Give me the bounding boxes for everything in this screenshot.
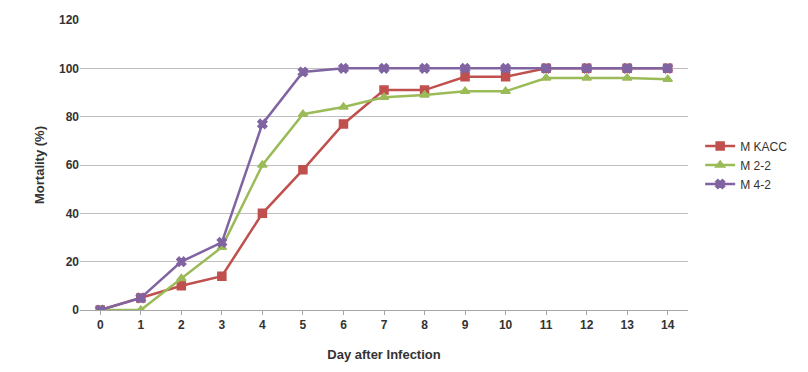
svg-text:80: 80 bbox=[66, 110, 80, 124]
svg-text:2: 2 bbox=[178, 318, 185, 332]
svg-text:120: 120 bbox=[59, 13, 79, 27]
svg-text:40: 40 bbox=[66, 207, 80, 221]
svg-text:5: 5 bbox=[300, 318, 307, 332]
svg-text:3: 3 bbox=[219, 318, 226, 332]
svg-text:8: 8 bbox=[421, 318, 428, 332]
svg-text:100: 100 bbox=[59, 62, 79, 76]
svg-text:12: 12 bbox=[580, 318, 594, 332]
svg-text:0: 0 bbox=[72, 303, 79, 317]
svg-text:13: 13 bbox=[621, 318, 635, 332]
svg-text:7: 7 bbox=[381, 318, 388, 332]
svg-text:Day after Infection: Day after Infection bbox=[327, 347, 440, 362]
svg-text:14: 14 bbox=[661, 318, 675, 332]
svg-text:M 2-2: M 2-2 bbox=[740, 159, 771, 173]
svg-text:4: 4 bbox=[259, 318, 266, 332]
svg-text:11: 11 bbox=[540, 318, 553, 332]
svg-text:9: 9 bbox=[462, 318, 469, 332]
svg-text:60: 60 bbox=[66, 158, 80, 172]
svg-text:10: 10 bbox=[499, 318, 513, 332]
svg-text:M KACC: M KACC bbox=[740, 140, 787, 154]
svg-text:Mortality (%): Mortality (%) bbox=[32, 126, 47, 204]
svg-text:1: 1 bbox=[137, 318, 144, 332]
svg-text:6: 6 bbox=[340, 318, 347, 332]
svg-text:20: 20 bbox=[66, 255, 80, 269]
svg-text:M 4-2: M 4-2 bbox=[740, 178, 771, 192]
svg-text:0: 0 bbox=[97, 318, 104, 332]
